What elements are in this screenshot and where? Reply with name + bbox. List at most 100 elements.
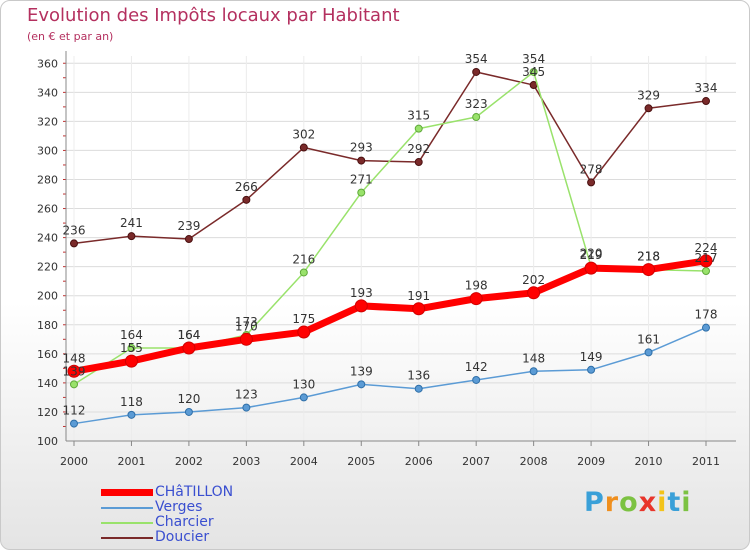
legend-label-chatillon: CHâTILLON bbox=[155, 484, 234, 500]
data-point-charcier bbox=[472, 113, 481, 122]
logo-letter: i bbox=[681, 487, 692, 518]
data-label-verges: 149 bbox=[580, 350, 603, 364]
x-tick-label: 2008 bbox=[520, 455, 548, 468]
data-label-verges: 178 bbox=[695, 308, 718, 322]
data-label-charcier: 315 bbox=[407, 109, 430, 123]
data-label-doucier: 302 bbox=[292, 128, 315, 142]
data-label-doucier: 292 bbox=[407, 142, 430, 156]
data-label-doucier: 278 bbox=[580, 162, 603, 176]
logo-letter: o bbox=[619, 487, 639, 518]
data-label-charcier: 173 bbox=[235, 315, 258, 329]
series-layer bbox=[67, 67, 713, 428]
data-label-doucier: 354 bbox=[465, 52, 488, 66]
x-tick-label: 2007 bbox=[462, 455, 490, 468]
data-point-verges bbox=[702, 323, 710, 332]
y-tick-label: 320 bbox=[37, 115, 58, 128]
y-tick-label: 300 bbox=[37, 144, 58, 157]
chart-grid bbox=[66, 56, 736, 441]
data-label-chatillon: 175 bbox=[292, 312, 315, 326]
legend-swatch-chatillon bbox=[101, 489, 153, 496]
x-tick-label: 2002 bbox=[175, 455, 203, 468]
data-point-chatillon bbox=[699, 254, 713, 268]
series-line-chatillon bbox=[70, 257, 710, 375]
data-point-verges bbox=[357, 380, 366, 389]
x-tick-label: 2001 bbox=[117, 455, 145, 468]
data-point-doucier bbox=[70, 239, 78, 248]
data-point-chatillon bbox=[584, 261, 598, 275]
chart-title: Evolution des Impôts locaux par Habitant bbox=[27, 5, 400, 26]
x-tick-label: 2011 bbox=[692, 455, 720, 468]
x-tick-label: 2000 bbox=[60, 455, 88, 468]
data-point-chatillon bbox=[642, 263, 656, 277]
data-label-verges: 118 bbox=[120, 395, 143, 409]
data-point-doucier bbox=[242, 195, 251, 204]
data-label-doucier: 241 bbox=[120, 216, 143, 230]
y-tick-label: 260 bbox=[37, 203, 58, 216]
logo-letter: P bbox=[584, 487, 605, 518]
data-point-chatillon bbox=[354, 299, 368, 313]
y-tick-label: 100 bbox=[37, 435, 58, 448]
x-tick-label: 2009 bbox=[577, 455, 605, 468]
data-point-verges bbox=[472, 375, 481, 384]
y-tick-label: 200 bbox=[37, 290, 58, 303]
data-label-charcier: 164 bbox=[120, 328, 143, 342]
legend-swatch-verges bbox=[101, 507, 153, 509]
y-tick-label: 180 bbox=[37, 319, 58, 332]
data-point-chatillon bbox=[239, 332, 253, 346]
data-point-verges bbox=[127, 410, 136, 419]
data-point-verges bbox=[299, 393, 308, 402]
data-label-charcier: 164 bbox=[177, 328, 200, 342]
x-tick-label: 2005 bbox=[347, 455, 375, 468]
x-tick-label: 2004 bbox=[290, 455, 318, 468]
y-tick-label: 240 bbox=[37, 232, 58, 245]
data-point-charcier bbox=[414, 124, 423, 133]
data-label-doucier: 239 bbox=[177, 219, 200, 233]
data-point-verges bbox=[70, 419, 78, 428]
data-point-charcier bbox=[127, 344, 136, 353]
data-label-charcier: 216 bbox=[292, 252, 315, 266]
data-label-verges: 161 bbox=[637, 332, 660, 346]
data-label-chatillon: 164 bbox=[177, 328, 200, 342]
x-tick-label: 2003 bbox=[232, 455, 260, 468]
data-label-chatillon: 191 bbox=[407, 289, 430, 303]
data-point-doucier bbox=[357, 156, 366, 165]
legend-swatch-charcier bbox=[101, 522, 153, 524]
data-label-charcier: 323 bbox=[465, 97, 488, 111]
data-point-chatillon bbox=[412, 302, 426, 316]
data-label-chatillon: 218 bbox=[637, 250, 660, 264]
series-line-verges bbox=[73, 326, 707, 425]
data-label-verges: 142 bbox=[465, 360, 488, 374]
data-point-doucier bbox=[414, 158, 423, 167]
legend-label-doucier: Doucier bbox=[155, 529, 210, 545]
data-label-charcier: 354 bbox=[522, 52, 545, 66]
data-label-chatillon: 155 bbox=[120, 341, 143, 355]
y-tick-label: 160 bbox=[37, 348, 58, 361]
logo-letter: r bbox=[604, 487, 620, 518]
data-label-verges: 120 bbox=[177, 392, 200, 406]
data-point-chatillon bbox=[124, 354, 138, 368]
data-point-doucier bbox=[472, 67, 481, 76]
data-point-verges bbox=[529, 367, 538, 376]
data-label-chatillon: 224 bbox=[695, 241, 718, 255]
y-tick-label: 140 bbox=[37, 377, 58, 390]
data-label-charcier: 220 bbox=[580, 247, 603, 261]
y-tick-label: 220 bbox=[37, 261, 58, 274]
data-label-doucier: 293 bbox=[350, 141, 373, 155]
data-label-charcier: 218 bbox=[637, 250, 660, 264]
logo-letter: i bbox=[657, 487, 668, 518]
data-point-chatillon bbox=[527, 286, 541, 300]
data-point-doucier bbox=[644, 104, 653, 113]
series-line-charcier bbox=[73, 71, 707, 386]
logo-letter: x bbox=[638, 487, 658, 518]
data-point-charcier bbox=[70, 380, 78, 389]
chart-axes: 100 120 140 160 180 200 220 240 260 280 300 320 340 3… bbox=[37, 51, 736, 468]
data-label-chatillon: 148 bbox=[63, 351, 86, 365]
data-label-verges: 130 bbox=[292, 377, 315, 391]
legend-label-verges: Verges bbox=[155, 499, 203, 515]
data-label-chatillon: 219 bbox=[580, 248, 603, 262]
data-label-charcier: 139 bbox=[63, 364, 86, 378]
data-label-charcier: 217 bbox=[695, 251, 718, 265]
data-label-doucier: 329 bbox=[637, 88, 660, 102]
legend-swatch-doucier bbox=[101, 537, 153, 539]
